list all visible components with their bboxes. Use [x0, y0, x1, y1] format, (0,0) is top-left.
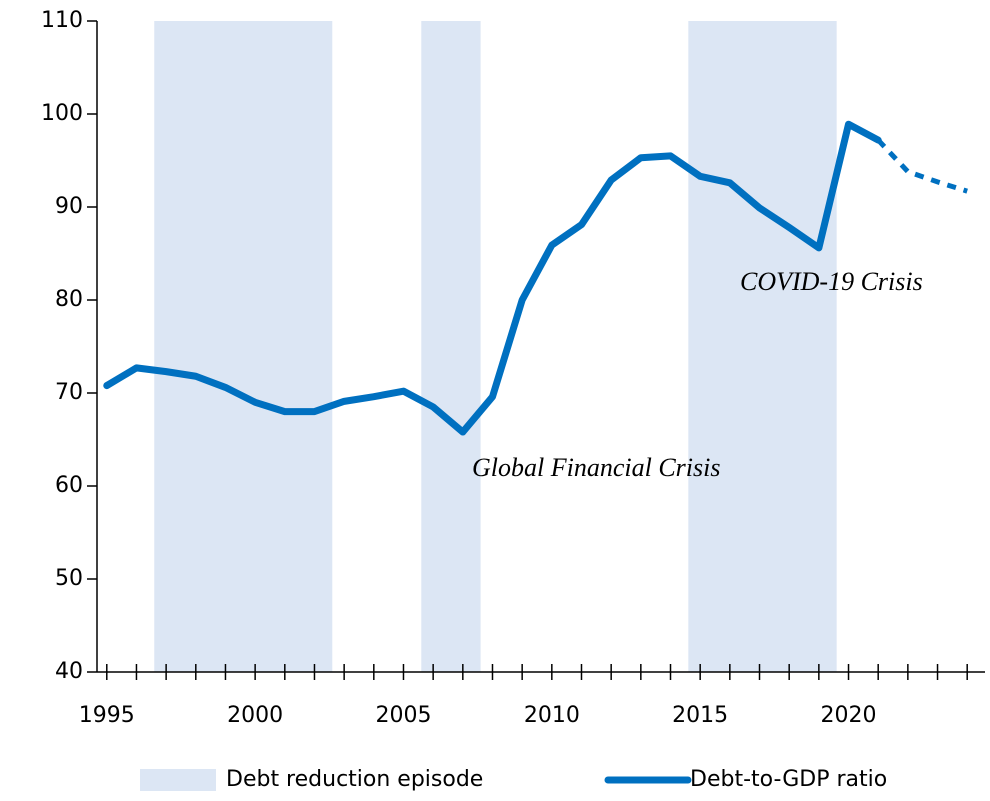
legend-label: Debt-to-GDP ratio	[690, 767, 887, 792]
annotation: Global Financial Crisis	[472, 453, 720, 482]
x-tick-label: 2005	[375, 703, 431, 728]
x-tick-label: 1995	[79, 703, 135, 728]
annotation: COVID-19 Crisis	[740, 267, 923, 296]
band	[421, 21, 481, 672]
y-tick-label: 60	[55, 473, 83, 498]
y-tick-label: 70	[55, 380, 83, 405]
y-tick-label: 110	[41, 8, 83, 33]
y-tick-label: 100	[41, 101, 83, 126]
x-tick-label: 2015	[672, 703, 728, 728]
legend-swatch	[140, 769, 216, 791]
x-tick-label: 2000	[227, 703, 283, 728]
legend-label: Debt reduction episode	[226, 767, 483, 792]
y-tick-label: 40	[55, 659, 83, 684]
y-tick-label: 80	[55, 287, 83, 312]
y-tick-label: 50	[55, 566, 83, 591]
y-tick-label: 90	[55, 194, 83, 219]
line-projection	[876, 138, 968, 194]
band	[688, 21, 837, 672]
x-tick-label: 2020	[821, 703, 877, 728]
x-tick-label: 2010	[524, 703, 580, 728]
band	[154, 21, 333, 672]
line	[103, 120, 882, 436]
